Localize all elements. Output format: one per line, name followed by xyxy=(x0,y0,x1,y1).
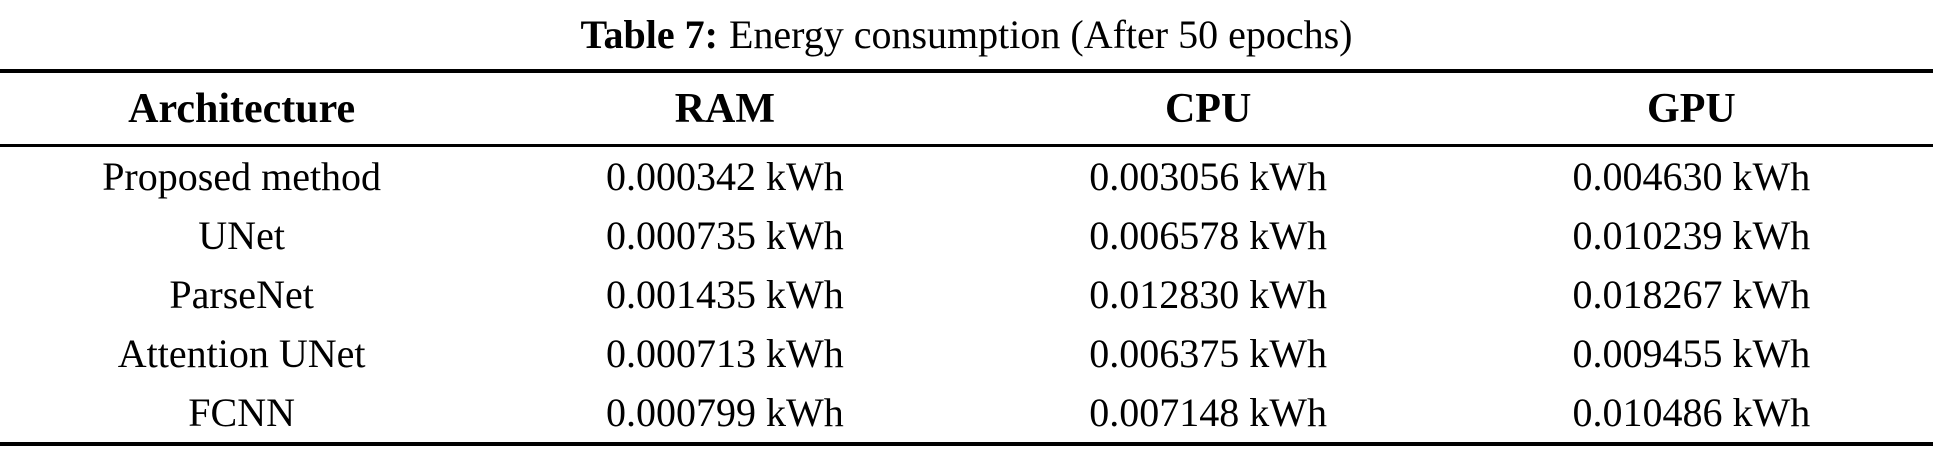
energy-consumption-table: Architecture RAM CPU GPU Proposed method… xyxy=(0,69,1933,446)
cell-ram: 0.001435 kWh xyxy=(605,272,844,317)
cell-cpu: 0.006375 kWh xyxy=(1089,331,1327,376)
table-row: Proposed method 0.000342 kWh 0.003056 kW… xyxy=(0,146,1933,207)
caption-text: Energy consumption (After 50 epochs) xyxy=(728,12,1353,57)
col-header-ram: RAM xyxy=(483,71,967,147)
cell-ram: 0.000799 kWh xyxy=(605,390,844,435)
caption-label: Table 7: xyxy=(580,12,718,57)
table-row: Attention UNet 0.000713 kWh 0.006375 kWh… xyxy=(0,324,1933,383)
cell-architecture: Proposed method xyxy=(102,154,382,199)
table-header: Architecture RAM CPU GPU xyxy=(0,71,1933,147)
cell-cpu: 0.012830 kWh xyxy=(1089,272,1327,317)
table-caption: Table 7: Energy consumption (After 50 epo… xyxy=(0,6,1933,69)
cell-architecture: Attention UNet xyxy=(117,331,366,376)
cell-architecture: FCNN xyxy=(188,390,295,435)
cell-ram: 0.000342 kWh xyxy=(605,154,844,199)
cell-gpu: 0.009455 kWh xyxy=(1572,331,1811,376)
cell-gpu: 0.010239 kWh xyxy=(1572,213,1811,258)
col-header-cpu: CPU xyxy=(966,71,1450,147)
cell-cpu: 0.006578 kWh xyxy=(1089,213,1327,258)
col-header-architecture: Architecture xyxy=(0,71,484,147)
table-body: Proposed method 0.000342 kWh 0.003056 kW… xyxy=(0,146,1933,445)
header-row: Architecture RAM CPU GPU xyxy=(0,71,1933,147)
col-header-gpu: GPU xyxy=(1449,71,1933,147)
cell-ram: 0.000735 kWh xyxy=(605,213,844,258)
table-row: UNet 0.000735 kWh 0.006578 kWh 0.010239 … xyxy=(0,206,1933,265)
cell-cpu: 0.007148 kWh xyxy=(1089,390,1327,435)
cell-architecture: ParseNet xyxy=(169,272,314,317)
cell-gpu: 0.018267 kWh xyxy=(1572,272,1811,317)
cell-gpu: 0.004630 kWh xyxy=(1572,154,1811,199)
cell-gpu: 0.010486 kWh xyxy=(1572,390,1811,435)
cell-cpu: 0.003056 kWh xyxy=(1089,154,1327,199)
table-row: FCNN 0.000799 kWh 0.007148 kWh 0.010486 … xyxy=(0,383,1933,444)
cell-ram: 0.000713 kWh xyxy=(605,331,844,376)
cell-architecture: UNet xyxy=(198,213,285,258)
table-row: ParseNet 0.001435 kWh 0.012830 kWh 0.018… xyxy=(0,265,1933,324)
